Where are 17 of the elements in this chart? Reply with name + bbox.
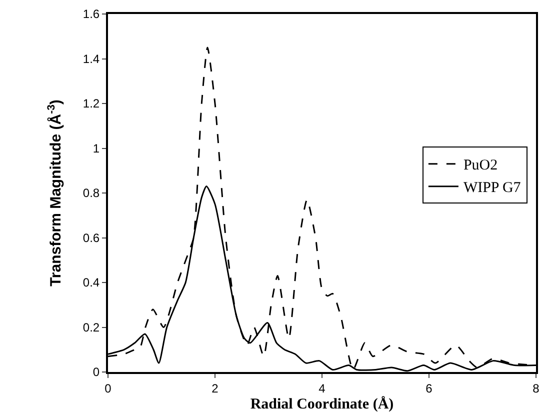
y-tick-label: 0.4: [82, 276, 100, 290]
y-tick-label: 1.2: [82, 96, 100, 111]
x-tick-label: 6: [426, 381, 433, 396]
y-tick-label: 0.2: [82, 320, 100, 334]
y-tick-label: 1.6: [82, 7, 100, 22]
y-tick-label: 0.6: [82, 230, 100, 245]
y-tick-label: 0: [92, 365, 100, 380]
x-tick-label: 8: [532, 381, 540, 396]
x-tick-label: 0: [104, 381, 112, 396]
legend-label: WIPP G7: [463, 180, 522, 196]
x-axis-title: Radial Coordinate (Å): [250, 395, 394, 412]
y-tick-label: 1: [92, 141, 100, 156]
y-tick-label: 1.4: [82, 52, 100, 66]
x-tick-label: 4: [318, 381, 326, 396]
y-tick-label: 0.8: [82, 186, 100, 200]
legend-label: PuO2: [463, 158, 498, 174]
x-tick-label: 2: [212, 381, 219, 396]
